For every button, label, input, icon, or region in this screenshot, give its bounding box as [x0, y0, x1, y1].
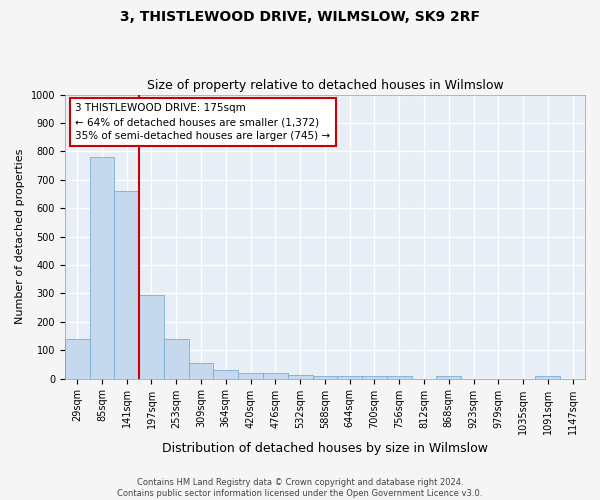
Bar [188, 363, 214, 378]
Bar [65, 339, 89, 378]
Bar [139, 295, 164, 378]
Bar [115, 191, 139, 378]
Title: Size of property relative to detached houses in Wilmslow: Size of property relative to detached ho… [146, 79, 503, 92]
Y-axis label: Number of detached properties: Number of detached properties [15, 149, 25, 324]
X-axis label: Distribution of detached houses by size in Wilmslow: Distribution of detached houses by size … [162, 442, 488, 455]
Bar [337, 376, 362, 378]
Bar [238, 373, 263, 378]
Bar [263, 373, 288, 378]
Bar [387, 376, 412, 378]
Bar [164, 340, 188, 378]
Bar [288, 375, 313, 378]
Bar [214, 370, 238, 378]
Text: Contains HM Land Registry data © Crown copyright and database right 2024.
Contai: Contains HM Land Registry data © Crown c… [118, 478, 482, 498]
Bar [313, 376, 337, 378]
Bar [89, 157, 115, 378]
Text: 3, THISTLEWOOD DRIVE, WILMSLOW, SK9 2RF: 3, THISTLEWOOD DRIVE, WILMSLOW, SK9 2RF [120, 10, 480, 24]
Bar [535, 376, 560, 378]
Bar [436, 376, 461, 378]
Bar [362, 376, 387, 378]
Text: 3 THISTLEWOOD DRIVE: 175sqm
← 64% of detached houses are smaller (1,372)
35% of : 3 THISTLEWOOD DRIVE: 175sqm ← 64% of det… [75, 103, 331, 141]
